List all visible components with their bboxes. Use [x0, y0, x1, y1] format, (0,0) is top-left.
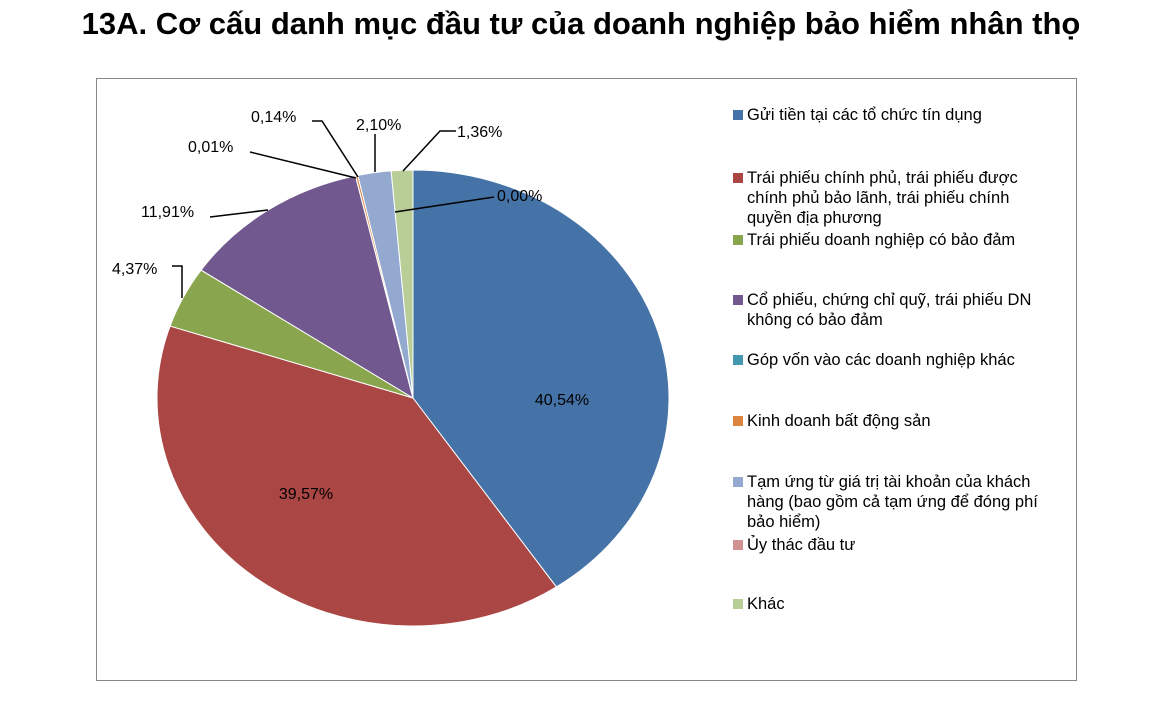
legend-item: Gửi tiền tại các tổ chức tín dụng — [733, 105, 1047, 125]
leader-line — [402, 130, 456, 172]
data-label: 11,91% — [141, 204, 194, 221]
data-label: 0,00% — [497, 188, 542, 205]
data-label: 4,37% — [112, 261, 157, 278]
legend-swatch — [733, 477, 743, 487]
legend-item: Trái phiếu chính phủ, trái phiếu được ch… — [733, 168, 1047, 228]
leader-line — [312, 120, 359, 178]
chart-frame — [96, 78, 1077, 681]
legend-label: Kinh doanh bất động sản — [747, 412, 931, 430]
data-label: 2,10% — [356, 117, 401, 134]
legend-label: Cổ phiếu, chứng chỉ quỹ, trái phiếu DN k… — [747, 291, 1032, 329]
legend-item: Kinh doanh bất động sản — [733, 411, 1047, 431]
leader-line — [249, 151, 357, 179]
legend-swatch — [733, 540, 743, 550]
legend-swatch — [733, 173, 743, 183]
data-label: 0,14% — [251, 109, 296, 126]
legend-swatch — [733, 416, 743, 426]
data-label: 0,01% — [188, 139, 233, 156]
data-label: 1,36% — [457, 124, 502, 141]
legend-swatch — [733, 295, 743, 305]
legend-label: Ủy thác đầu tư — [747, 536, 856, 554]
legend-item: Ủy thác đầu tư — [733, 535, 1047, 555]
legend-label: Tạm ứng từ giá trị tài khoản của khách h… — [747, 473, 1038, 531]
legend-swatch — [733, 235, 743, 245]
legend-swatch — [733, 355, 743, 365]
legend-item: Khác — [733, 594, 1047, 614]
legend-label: Trái phiếu chính phủ, trái phiếu được ch… — [747, 169, 1018, 227]
legend-item: Cổ phiếu, chứng chỉ quỹ, trái phiếu DN k… — [733, 290, 1047, 330]
legend-swatch — [733, 110, 743, 120]
legend-item: Trái phiếu doanh nghiệp có bảo đảm — [733, 230, 1047, 250]
legend-label: Khác — [747, 595, 785, 613]
legend-item: Tạm ứng từ giá trị tài khoản của khách h… — [733, 472, 1047, 532]
pie-slice — [412, 169, 670, 588]
legend-label: Gửi tiền tại các tổ chức tín dụng — [747, 106, 982, 124]
data-label: 39,57% — [279, 486, 333, 503]
leader-line — [394, 196, 495, 213]
data-label: 40,54% — [535, 392, 589, 409]
pie-slice — [390, 169, 414, 399]
chart-title: 13A. Cơ cấu danh mục đầu tư của doanh ng… — [81, 6, 1081, 41]
legend-swatch — [733, 599, 743, 609]
leader-line — [172, 265, 183, 298]
leader-line — [209, 209, 269, 218]
legend-label: Góp vốn vào các doanh nghiệp khác — [747, 351, 1015, 369]
legend-label: Trái phiếu doanh nghiệp có bảo đảm — [747, 231, 1016, 249]
legend-item: Góp vốn vào các doanh nghiệp khác — [733, 350, 1047, 370]
pie-slice — [200, 175, 414, 400]
pie-slice — [156, 325, 558, 627]
